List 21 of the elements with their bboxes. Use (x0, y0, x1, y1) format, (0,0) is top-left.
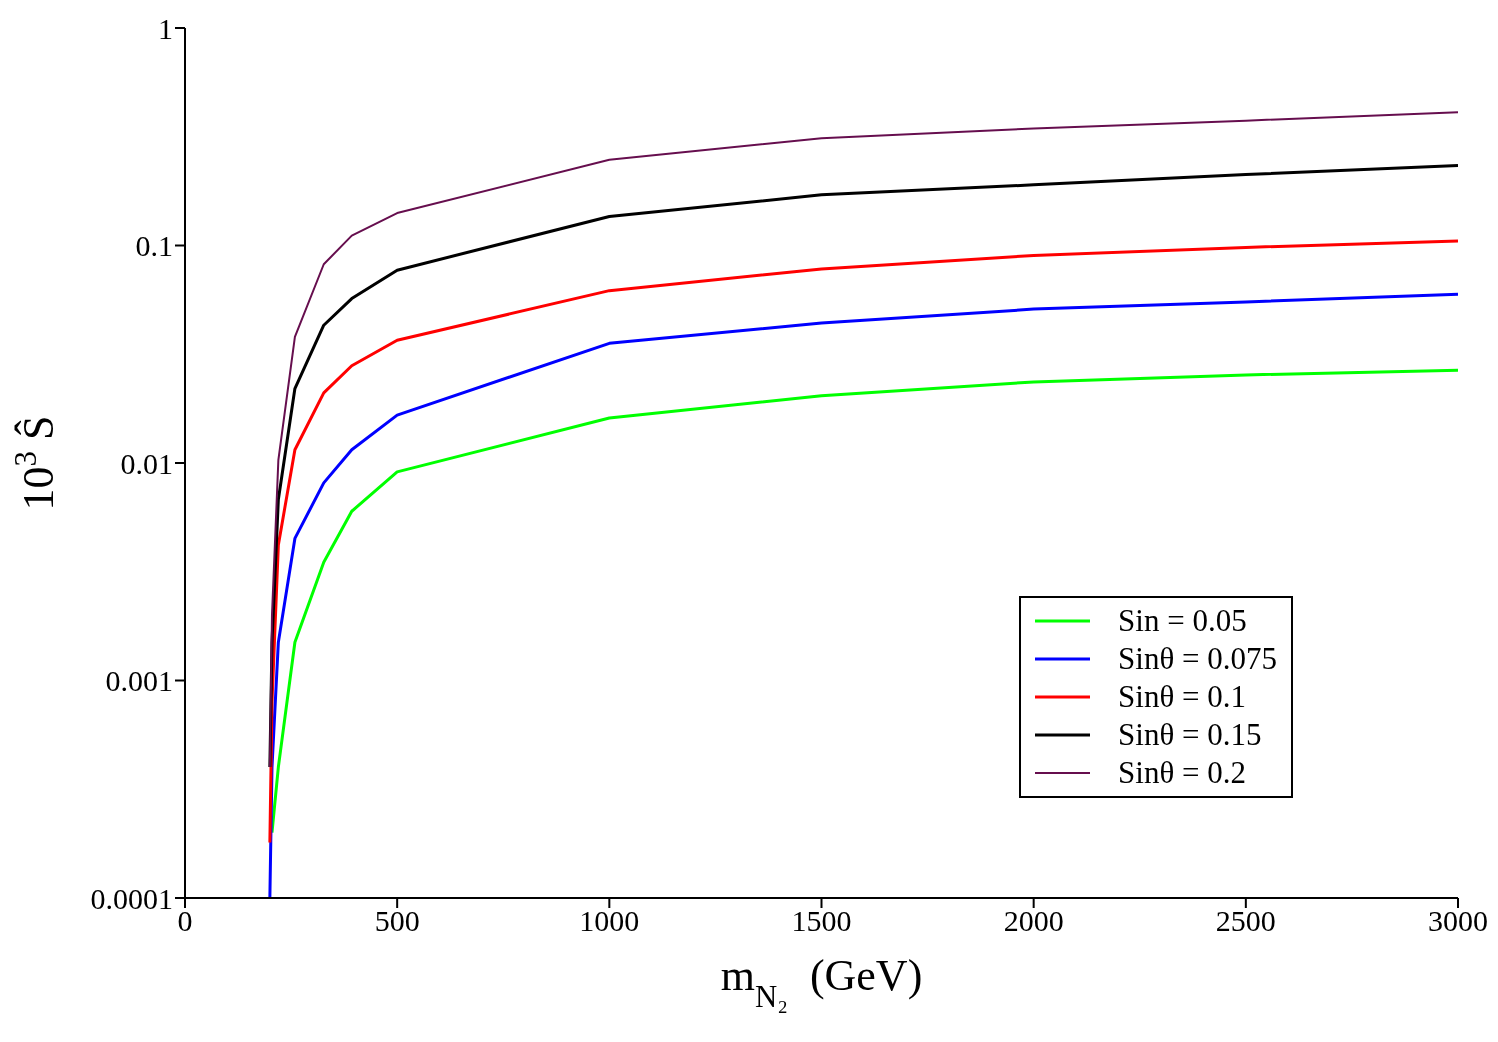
x-tick-label: 2500 (1215, 904, 1276, 938)
legend-label: Sin = 0.05 (1118, 603, 1247, 639)
y-tick-label: 0.1 (135, 229, 173, 263)
x-axis-title: m$_{N₂}$ (GeV) (720, 951, 923, 1014)
y-tick-label: 0.01 (120, 446, 173, 480)
legend-label: Sinθ = 0.2 (1118, 755, 1246, 791)
x-tick-label: 0 (177, 904, 193, 938)
line-series (270, 368, 1458, 835)
y-tick-label: 1 (158, 11, 173, 45)
y-tick-label: 0.0001 (90, 881, 173, 915)
legend-label: Sinθ = 0.15 (1118, 717, 1262, 753)
x-tick-label: 2000 (1003, 904, 1064, 938)
x-tick-label: 3000 (1428, 904, 1488, 938)
x-tick-label: 1500 (791, 904, 852, 938)
x-tick-label: 500 (374, 904, 420, 938)
line-series (268, 239, 1458, 844)
legend-label: Sinθ = 0.1 (1118, 679, 1246, 715)
line-series (268, 292, 1458, 898)
y-tick-label: 0.001 (105, 664, 173, 698)
legend-label: Sinθ = 0.075 (1118, 641, 1277, 677)
x-tick-label: 1000 (579, 904, 640, 938)
